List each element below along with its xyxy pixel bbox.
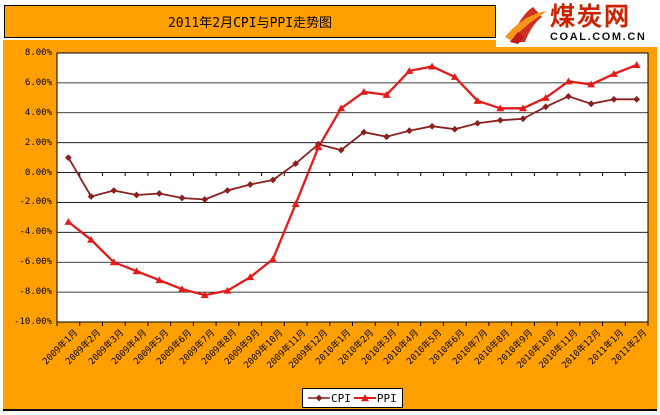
cpi-marker <box>133 191 140 199</box>
cpi-marker <box>405 127 413 135</box>
ppi-marker <box>109 258 118 266</box>
cpi-marker <box>451 125 459 133</box>
y-axis-label: 6.00% <box>24 77 52 88</box>
y-axis-label: 4.00% <box>24 107 52 118</box>
legend-item-cpi: CPI <box>308 392 351 405</box>
ppi-marker <box>87 236 96 243</box>
logo-domain: COAL.COM.CN <box>550 30 647 43</box>
logo-text: 煤炭网 COAL.COM.CN <box>550 2 647 43</box>
ppi-marker <box>609 70 618 77</box>
ppi-marker <box>64 218 73 225</box>
cpi-marker <box>110 187 118 194</box>
ppi-marker <box>132 267 141 275</box>
legend: CPI PPI <box>302 388 403 408</box>
ppi-marker <box>291 200 300 207</box>
legend-label-ppi: PPI <box>376 391 397 405</box>
y-axis-label: 2.00% <box>24 137 52 148</box>
ppi-line <box>67 63 638 297</box>
coal-logo-icon <box>505 6 547 44</box>
ppi-marker <box>496 104 505 112</box>
ppi-marker <box>632 61 641 68</box>
cpi-marker <box>633 95 641 103</box>
cpi-legend-marker-icon <box>308 394 330 402</box>
cpi-marker <box>178 194 186 202</box>
ppi-marker <box>337 104 346 112</box>
y-axis-label: -2.00% <box>19 197 52 208</box>
y-axis-label: -10.00% <box>14 317 52 327</box>
y-axis-label: 8.00% <box>24 48 52 58</box>
cpi-marker <box>87 193 95 200</box>
ppi-legend-marker-icon <box>353 394 376 402</box>
y-axis-label: -4.00% <box>19 227 52 238</box>
logo-panel: 煤炭网 COAL.COM.CN <box>496 0 660 47</box>
ppi-marker <box>428 62 437 70</box>
ppi-marker <box>359 88 368 95</box>
cpi-marker <box>64 154 72 162</box>
cpi-marker <box>269 176 277 184</box>
logo-brand: 煤炭网 <box>550 2 632 31</box>
y-axis-label: -6.00% <box>19 257 52 268</box>
ppi-marker <box>178 285 187 293</box>
ppi-marker <box>518 104 527 112</box>
ppi-marker <box>223 286 232 294</box>
cpi-marker <box>565 92 572 100</box>
y-axis-label: -8.00% <box>19 287 52 298</box>
cpi-marker <box>587 100 595 108</box>
cpi-marker <box>155 190 163 197</box>
legend-label-cpi: CPI <box>331 391 351 405</box>
cpi-marker <box>246 181 254 188</box>
cpi-marker <box>496 116 504 124</box>
plot-border <box>56 52 649 323</box>
ppi-marker <box>564 77 573 85</box>
cpi-line <box>67 95 637 201</box>
ppi-marker <box>405 67 414 74</box>
chart-title-box: 2011年2月CPI与PPI走势图 <box>4 5 496 38</box>
ppi-marker <box>268 255 277 263</box>
cpi-marker <box>337 146 345 154</box>
ppi-marker <box>450 73 459 80</box>
cpi-marker <box>542 103 550 111</box>
ppi-marker <box>314 143 323 151</box>
cpi-marker <box>383 133 390 141</box>
ppi-marker <box>246 273 255 281</box>
y-axis-label: 0.00% <box>24 167 52 178</box>
ppi-marker <box>541 94 550 101</box>
ppi-marker <box>587 80 596 88</box>
cpi-marker <box>610 95 618 103</box>
ppi-marker <box>473 97 482 104</box>
cpi-marker <box>474 119 481 127</box>
ppi-marker <box>155 276 164 284</box>
cpi-marker <box>224 187 231 194</box>
chart-title: 2011年2月CPI与PPI走势图 <box>167 16 333 31</box>
legend-item-ppi: PPI <box>353 391 397 405</box>
cpi-marker <box>292 160 300 167</box>
cpi-marker <box>428 122 436 130</box>
cpi-marker <box>519 115 527 123</box>
ppi-marker <box>200 291 209 299</box>
ppi-marker <box>382 91 391 98</box>
cpi-marker <box>360 128 368 136</box>
cpi-marker <box>201 196 209 203</box>
